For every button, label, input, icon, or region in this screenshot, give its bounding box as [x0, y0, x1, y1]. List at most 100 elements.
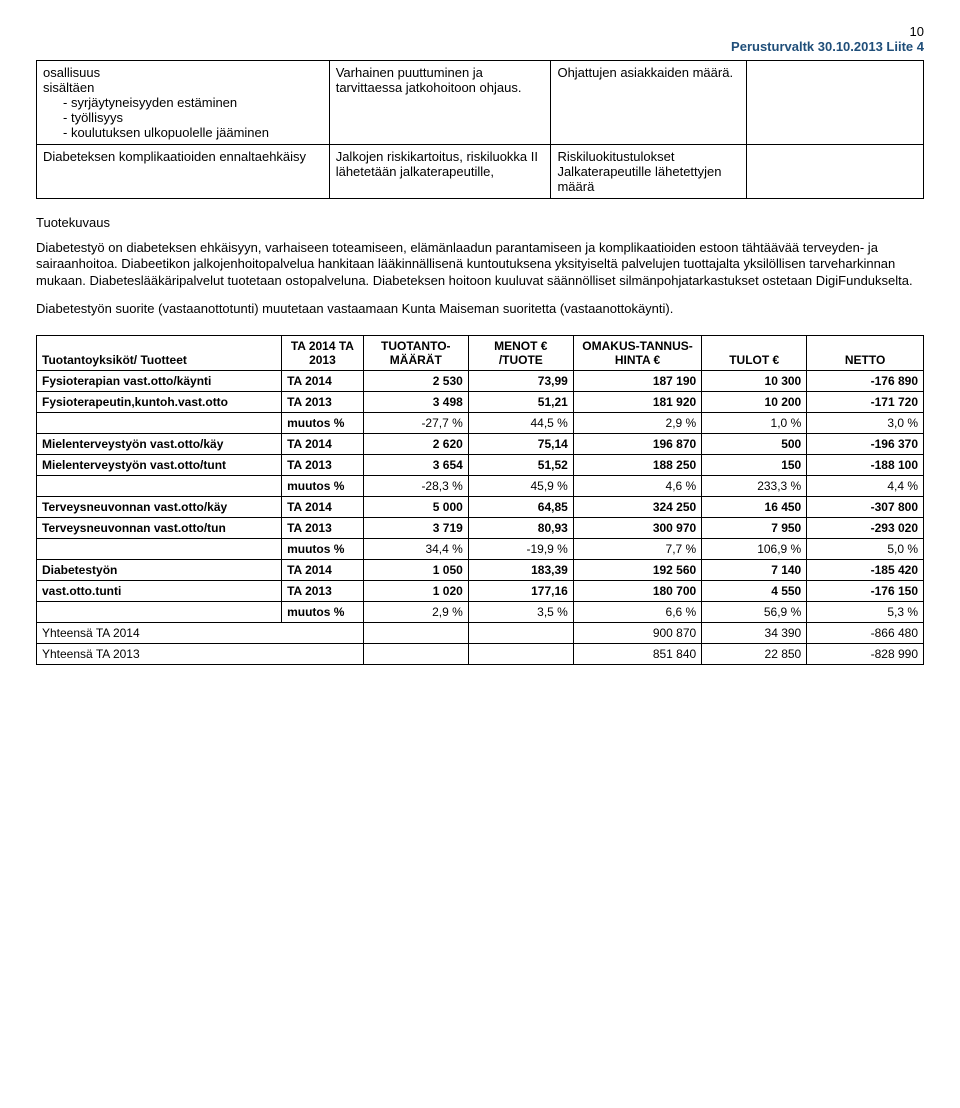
cell: 3 654 [363, 455, 468, 476]
cell: 188 250 [573, 455, 701, 476]
cell: 51,52 [468, 455, 573, 476]
total-row: Yhteensä TA 2013 851 84022 850-828 990 [37, 644, 924, 665]
cell: 4 550 [702, 581, 807, 602]
cell: 7 140 [702, 560, 807, 581]
list-item: syrjäytyneisyyden estäminen [63, 95, 323, 110]
cell: 2,9 % [573, 413, 701, 434]
table-row: Diabeteksen komplikaatioiden ennaltaehkä… [37, 145, 924, 199]
cell: Terveysneuvonnan vast.otto/käy [37, 497, 282, 518]
cell: TA 2014 [282, 371, 364, 392]
list-item: työllisyys [63, 110, 323, 125]
measure-cell: Riskiluokitustulokset Jalkaterapeutille … [551, 145, 746, 199]
cell: 51,21 [468, 392, 573, 413]
cell: -171 720 [807, 392, 924, 413]
cell: 1 050 [363, 560, 468, 581]
paragraph: Diabetestyön suorite (vastaanottotunti) … [36, 301, 924, 317]
cell: 233,3 % [702, 476, 807, 497]
section-heading: Tuotekuvaus [36, 215, 924, 230]
col-cost: MENOT € /TUOTE [468, 336, 573, 371]
cell: -293 020 [807, 518, 924, 539]
cell: 150 [702, 455, 807, 476]
cell: TA 2013 [282, 581, 364, 602]
cell [37, 476, 282, 497]
table-row: osallisuus sisältäen syrjäytyneisyyden e… [37, 61, 924, 145]
total-label: Yhteensä TA 2013 [37, 644, 364, 665]
table-row: Terveysneuvonnan vast.otto/tunTA 20133 7… [37, 518, 924, 539]
cell: 64,85 [468, 497, 573, 518]
cell: vast.otto.tunti [37, 581, 282, 602]
cell: 2 620 [363, 434, 468, 455]
cell: 34 390 [702, 623, 807, 644]
cell: 75,14 [468, 434, 573, 455]
cell: -188 100 [807, 455, 924, 476]
cell: TA 2013 [282, 392, 364, 413]
cell: Fysioterapeutin,kuntoh.vast.otto [37, 392, 282, 413]
cell: 2 530 [363, 371, 468, 392]
cell: -307 800 [807, 497, 924, 518]
cell: muutos % [282, 413, 364, 434]
cell: Fysioterapian vast.otto/käynti [37, 371, 282, 392]
col-year: TA 2014 TA 2013 [282, 336, 364, 371]
cell: 181 920 [573, 392, 701, 413]
cell: 7 950 [702, 518, 807, 539]
cell: 1,0 % [702, 413, 807, 434]
cell: 34,4 % [363, 539, 468, 560]
col-income: TULOT € [702, 336, 807, 371]
cell: TA 2014 [282, 434, 364, 455]
table-row: muutos %2,9 %3,5 %6,6 %56,9 %5,3 % [37, 602, 924, 623]
action-cell: Jalkojen riskikartoitus, riskiluokka II … [329, 145, 551, 199]
cell: 851 840 [573, 644, 701, 665]
cell [468, 644, 573, 665]
col-net: NETTO [807, 336, 924, 371]
row1-line2: sisältäen [43, 80, 323, 95]
col-qty: TUOTANTO-MÄÄRÄT [363, 336, 468, 371]
table-row: Terveysneuvonnan vast.otto/käyTA 20145 0… [37, 497, 924, 518]
attachment-ref: Perusturvaltk 30.10.2013 Liite 4 [731, 39, 924, 54]
cell: 4,4 % [807, 476, 924, 497]
table-row: Fysioterapian vast.otto/käyntiTA 20142 5… [37, 371, 924, 392]
cell: 1 020 [363, 581, 468, 602]
table-row: Mielenterveystyön vast.otto/käyTA 20142 … [37, 434, 924, 455]
cell: -27,7 % [363, 413, 468, 434]
cell: muutos % [282, 539, 364, 560]
cell: 2,9 % [363, 602, 468, 623]
cell: 192 560 [573, 560, 701, 581]
finance-table: Tuotantoyksiköt/ Tuotteet TA 2014 TA 201… [36, 335, 924, 665]
cell: 45,9 % [468, 476, 573, 497]
cell: 22 850 [702, 644, 807, 665]
cell: 5,0 % [807, 539, 924, 560]
cell: TA 2014 [282, 497, 364, 518]
cell: TA 2013 [282, 455, 364, 476]
cell: 500 [702, 434, 807, 455]
cell: 16 450 [702, 497, 807, 518]
cell [363, 644, 468, 665]
cell: -866 480 [807, 623, 924, 644]
cell: 3 498 [363, 392, 468, 413]
table-header-row: Tuotantoyksiköt/ Tuotteet TA 2014 TA 201… [37, 336, 924, 371]
cell: 5 000 [363, 497, 468, 518]
cell [468, 623, 573, 644]
cell: 44,5 % [468, 413, 573, 434]
table-row: vast.otto.tuntiTA 20131 020177,16180 700… [37, 581, 924, 602]
cell: 7,7 % [573, 539, 701, 560]
cell: Terveysneuvonnan vast.otto/tun [37, 518, 282, 539]
action-cell: Varhainen puuttuminen ja tarvittaessa ja… [329, 61, 551, 145]
cell: 10 200 [702, 392, 807, 413]
list-item: koulutuksen ulkopuolelle jääminen [63, 125, 323, 140]
cell: 3,5 % [468, 602, 573, 623]
cell: 6,6 % [573, 602, 701, 623]
cell: muutos % [282, 476, 364, 497]
cell: Mielenterveystyön vast.otto/tunt [37, 455, 282, 476]
cell: TA 2013 [282, 518, 364, 539]
empty-cell [746, 61, 923, 145]
cell: 187 190 [573, 371, 701, 392]
cell: -185 420 [807, 560, 924, 581]
measure-cell: Ohjattujen asiakkaiden määrä. [551, 61, 746, 145]
table-row: muutos %-28,3 %45,9 %4,6 %233,3 %4,4 % [37, 476, 924, 497]
table-row: Fysioterapeutin,kuntoh.vast.ottoTA 20133… [37, 392, 924, 413]
cell: -828 990 [807, 644, 924, 665]
total-label: Yhteensä TA 2014 [37, 623, 364, 644]
cell: -176 890 [807, 371, 924, 392]
cell: 324 250 [573, 497, 701, 518]
cell: Mielenterveystyön vast.otto/käy [37, 434, 282, 455]
